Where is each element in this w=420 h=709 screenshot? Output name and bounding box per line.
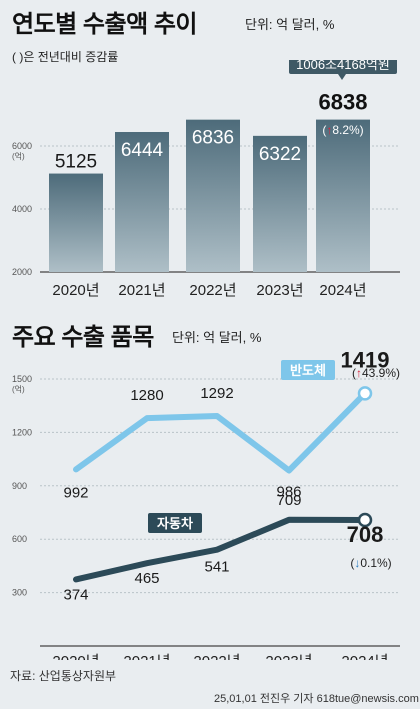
callout-text: 1006조4168억원 bbox=[296, 60, 390, 72]
y-tick-label: 900 bbox=[12, 481, 27, 491]
bar-value-label: 6836 bbox=[192, 128, 234, 149]
semi-change-paren: ( bbox=[352, 366, 356, 380]
callout-pointer bbox=[338, 74, 346, 80]
legend-automobile-label: 자동차 bbox=[157, 516, 193, 531]
source-text: 자료: 산업통상자원부 bbox=[10, 669, 117, 683]
up-arrow-icon: ↑ bbox=[356, 366, 362, 380]
point-value-label: 708 bbox=[347, 522, 384, 547]
y-tick-label: 300 bbox=[12, 588, 27, 598]
auto-change-paren: ( bbox=[350, 556, 354, 570]
x-tick-label: 2020년 bbox=[52, 653, 99, 660]
auto-change: (↓0.1%) bbox=[350, 556, 391, 570]
point-value-label: 541 bbox=[204, 559, 229, 576]
y-tick-label: 1500 bbox=[12, 374, 32, 384]
x-tick-label: 2022년 bbox=[193, 653, 240, 660]
point-value-label: 1419 bbox=[341, 350, 390, 372]
semi-change-value: 43.9%) bbox=[362, 366, 400, 380]
chart1-y-unit: (억) bbox=[12, 151, 25, 161]
credit-text: 25,01,01 전진우 기자 618tue@newsis.com bbox=[214, 693, 419, 705]
x-tick-label: 2023년 bbox=[256, 282, 303, 299]
y-tick-label: 1200 bbox=[12, 427, 32, 437]
end-marker bbox=[357, 512, 373, 528]
chart2-title: 주요 수출 품목 bbox=[12, 324, 154, 351]
legend-semiconductor-label: 반도체 bbox=[290, 363, 326, 378]
x-tick-label: 2023년 bbox=[265, 653, 312, 660]
legend-automobile-badge bbox=[148, 513, 202, 533]
point-value-label: 1292 bbox=[200, 385, 233, 402]
bar-value-label: 6838 bbox=[319, 90, 368, 115]
bar-value-label: 6444 bbox=[121, 140, 164, 161]
chart2-unit: 단위: 억 달러, % bbox=[172, 330, 262, 345]
x-tick-label: 2020년 bbox=[52, 282, 99, 299]
point-value-label: 992 bbox=[63, 484, 88, 501]
y-tick-label: 6000 bbox=[12, 141, 32, 151]
legend-semiconductor: 반도체 bbox=[281, 360, 335, 380]
x-tick-label: 2021년 bbox=[118, 282, 165, 299]
legend-semiconductor-badge bbox=[281, 360, 335, 380]
series-line bbox=[73, 390, 368, 474]
chart2-plot: 300 600 900 1200 1500 992 1280 1292 986 1419 374 4… bbox=[12, 350, 400, 660]
bar bbox=[186, 119, 240, 272]
point-value-label: 374 bbox=[63, 586, 88, 603]
change-2024-value: 8.2%) bbox=[332, 123, 363, 137]
y-tick-label: 600 bbox=[12, 534, 27, 544]
point-value-label: 986 bbox=[276, 483, 301, 500]
change-2024: (↑8.2%) bbox=[322, 123, 363, 137]
chart2-y-unit: (억) bbox=[12, 384, 25, 394]
up-arrow-icon: ↑ bbox=[326, 123, 332, 137]
legend-automobile: 자동차 bbox=[148, 513, 202, 533]
chart1-plot: 2000 4000 6000 5125 6444 6836 6322 6838 2020년 2… bbox=[12, 60, 400, 299]
chart1-title: 연도별 수출액 추이 bbox=[12, 11, 197, 38]
chart1-unit: 단위: 억 달러, % bbox=[245, 17, 335, 32]
point-value-label: 1280 bbox=[130, 387, 163, 404]
bar bbox=[49, 173, 103, 272]
end-marker bbox=[357, 386, 373, 401]
x-tick-label: 2022년 bbox=[189, 282, 236, 299]
x-tick-label: 2024년 bbox=[341, 653, 388, 660]
bar bbox=[253, 135, 307, 272]
down-arrow-icon: ↓ bbox=[354, 556, 360, 570]
series-line bbox=[73, 516, 368, 583]
bar bbox=[115, 132, 169, 272]
bar bbox=[316, 119, 370, 272]
semi-change: (↑43.9%) bbox=[352, 366, 400, 380]
bar-value-label: 5125 bbox=[55, 152, 97, 173]
chart1-callout: 1006조4168억원 bbox=[289, 60, 397, 80]
bar-value-label: 6322 bbox=[259, 144, 301, 165]
callout-box bbox=[289, 60, 397, 74]
y-tick-label: 4000 bbox=[12, 204, 32, 214]
change-2024-paren: ( bbox=[322, 123, 326, 137]
point-value-label: 709 bbox=[276, 492, 301, 509]
x-tick-label: 2021년 bbox=[123, 653, 170, 660]
chart1-note: ( )은 전년대비 증감률 bbox=[12, 50, 119, 64]
auto-change-value: 0.1%) bbox=[360, 556, 391, 570]
y-tick-label: 2000 bbox=[12, 267, 32, 277]
x-tick-label: 2024년 bbox=[319, 282, 366, 299]
point-value-label: 465 bbox=[134, 570, 159, 587]
